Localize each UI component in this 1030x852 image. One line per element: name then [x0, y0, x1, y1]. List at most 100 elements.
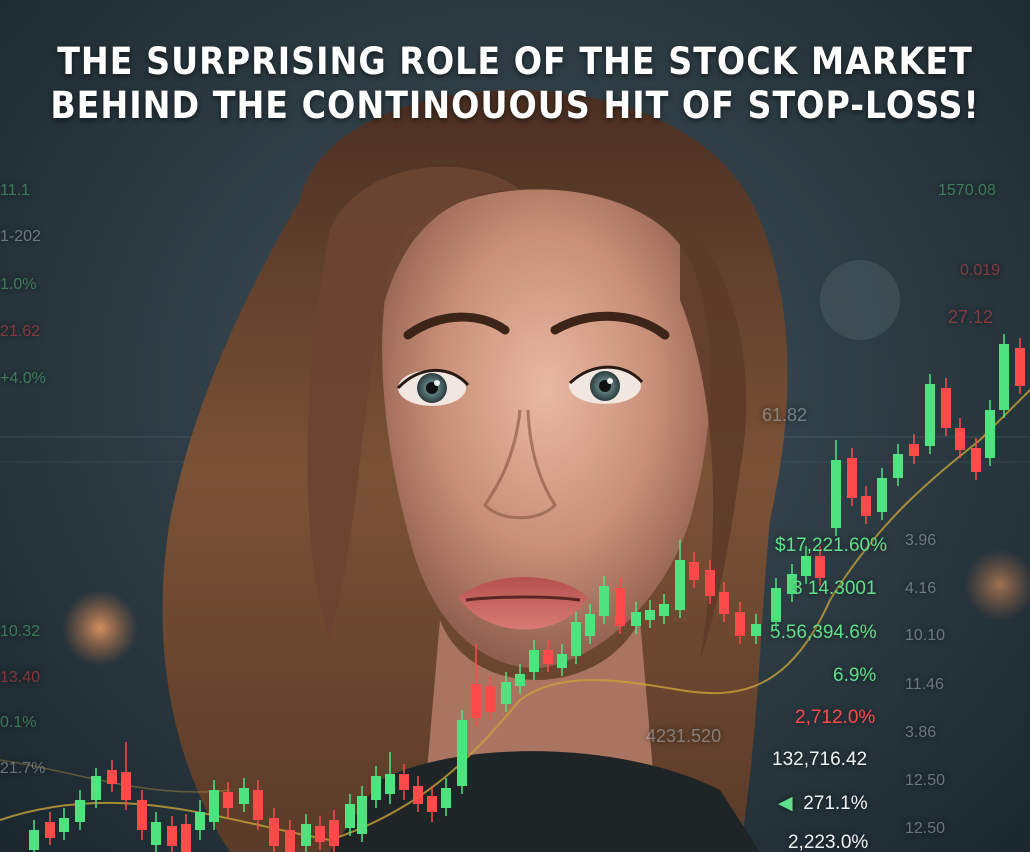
candle-down — [955, 428, 965, 450]
candle-up — [91, 776, 101, 800]
candle-up — [209, 790, 219, 822]
side-readout: 21.62 — [0, 323, 41, 340]
ticker-value: 0.019 — [960, 262, 1001, 279]
ticker-value: 5.56,394.6% — [770, 622, 877, 643]
candle-up — [501, 682, 511, 704]
candle-up — [585, 614, 595, 636]
candle-down — [543, 650, 553, 664]
side-readout: 4.16 — [905, 580, 937, 597]
bokeh-light — [62, 590, 138, 666]
hair-strand — [307, 166, 520, 640]
side-readout: 3.96 — [905, 532, 937, 549]
candle-down — [471, 684, 481, 718]
candle-down — [399, 774, 409, 790]
candle-down — [719, 592, 729, 614]
side-readout: 11.1 — [0, 182, 30, 199]
candle-down — [413, 786, 423, 804]
candle-up — [151, 822, 161, 845]
candle-down — [1015, 348, 1025, 386]
side-readout: 21.7% — [0, 760, 46, 777]
candle-up — [877, 478, 887, 512]
side-readout: 10.10 — [905, 627, 946, 644]
candle-up — [599, 586, 609, 616]
candle-up — [357, 796, 367, 834]
candle-up — [631, 612, 641, 626]
clothing — [330, 751, 760, 852]
ticker-value: 1570.08 — [938, 182, 996, 199]
ticker-value: ◀ 271.1% — [778, 793, 868, 814]
candle-up — [999, 344, 1009, 410]
candle-down — [847, 458, 857, 498]
candle-down — [45, 822, 55, 838]
candle-down — [329, 820, 339, 846]
candle-up — [515, 674, 525, 686]
candle-up — [557, 654, 567, 668]
candle-up — [751, 624, 761, 636]
candle-up — [385, 774, 395, 794]
ticker-value: 2,223.0% — [788, 832, 869, 852]
candle-up — [831, 460, 841, 528]
ticker-value: 2,712.0% — [795, 707, 876, 728]
candle-down — [285, 830, 295, 852]
candle-down — [253, 790, 263, 820]
candle-down — [315, 826, 325, 842]
candle-up — [301, 824, 311, 846]
hair-strand — [680, 220, 747, 660]
candle-down — [427, 796, 437, 812]
candle-up — [441, 788, 451, 808]
nose — [483, 409, 557, 520]
candle-down — [705, 570, 715, 596]
candle-down — [689, 562, 699, 580]
candle-up — [787, 574, 797, 594]
candle-up — [801, 556, 811, 576]
candle-down — [909, 444, 919, 456]
candle-up — [195, 812, 205, 830]
candle-down — [861, 496, 871, 516]
candle-down — [181, 824, 191, 852]
ticker-value: 61.82 — [762, 405, 808, 425]
candle-down — [485, 686, 495, 712]
side-readout: 12.50 — [905, 820, 946, 837]
candle-up — [571, 622, 581, 656]
candle-up — [675, 560, 685, 610]
candle-up — [985, 410, 995, 458]
side-readout: 13.40 — [0, 669, 41, 686]
candle-up — [645, 610, 655, 620]
ticker-value: $17,221.60% — [775, 535, 887, 556]
ticker-value: 132,716.42 — [772, 749, 868, 770]
candle-up — [771, 588, 781, 622]
candle-down — [815, 556, 825, 578]
candle-up — [239, 788, 249, 804]
candle-down — [615, 588, 625, 626]
right-eyebrow — [550, 311, 670, 340]
candle-down — [167, 826, 177, 846]
side-readout: 3.86 — [905, 724, 937, 741]
side-readout: 1-202 — [0, 228, 41, 245]
candle-up — [925, 384, 935, 446]
bokeh-light — [964, 549, 1030, 621]
mouth — [458, 577, 588, 630]
candle-up — [75, 800, 85, 822]
candle-down — [223, 792, 233, 808]
candle-up — [371, 776, 381, 800]
candlestick-chart — [29, 334, 1025, 852]
candle-down — [107, 770, 117, 784]
candle-up — [345, 804, 355, 828]
headline: THE SURPRISING ROLE OF THE STOCK MARKET … — [0, 40, 1030, 128]
bokeh-light — [820, 260, 900, 340]
candle-up — [59, 818, 69, 832]
candle-up — [893, 454, 903, 478]
side-readout: 12.50 — [905, 772, 946, 789]
ticker-value: 6.9% — [833, 665, 877, 686]
side-readout: 11.46 — [905, 676, 944, 693]
candle-up — [529, 650, 539, 672]
side-readout: 1.0% — [0, 276, 37, 293]
face — [382, 189, 711, 669]
ticker-value: 3 14.3001 — [792, 578, 877, 599]
headline-line-1: THE SURPRISING ROLE OF THE STOCK MARKET — [57, 40, 973, 83]
candle-down — [971, 448, 981, 472]
candle-down — [941, 388, 951, 428]
candle-up — [659, 604, 669, 616]
candle-up — [457, 720, 467, 786]
